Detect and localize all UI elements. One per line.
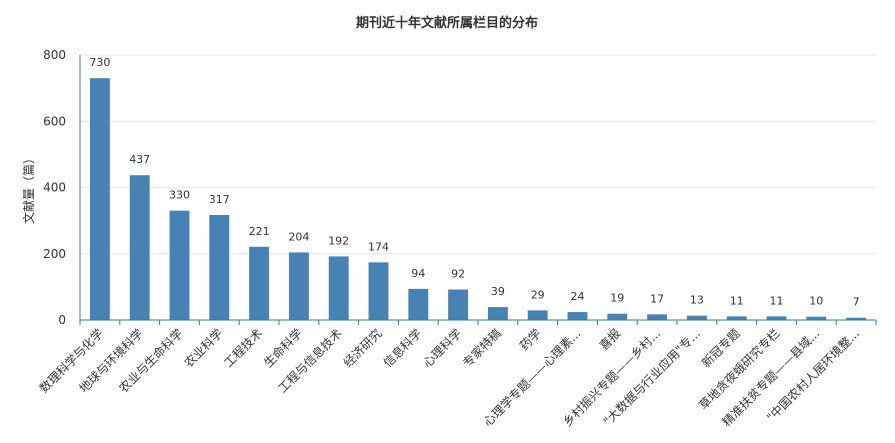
bar-value-label: 10 [809, 295, 823, 308]
bar-value-label: 92 [451, 268, 465, 281]
bar [368, 262, 389, 320]
bar-value-label: 24 [571, 290, 585, 303]
bar-value-label: 174 [368, 240, 389, 253]
bar-value-label: 17 [650, 292, 664, 305]
bar-value-label: 330 [169, 189, 190, 202]
x-tick-label: 心理科学 [420, 326, 465, 371]
bar [89, 78, 110, 320]
bar-value-label: 11 [730, 294, 744, 307]
bar-value-label: 221 [249, 225, 270, 238]
bar-value-label: 19 [610, 292, 624, 305]
bar-value-label: 11 [770, 294, 784, 307]
y-axis-ticks: 0 200 400 600 800 [43, 48, 66, 327]
bar [567, 312, 588, 320]
y-tick-label: 600 [43, 114, 66, 128]
bar-value-label: 730 [89, 56, 110, 69]
bar-value-label: 192 [328, 234, 349, 247]
x-axis-ticks: 数理科学与化学地球与环境科学农业与生命科学农业科学工程技术生命科学工程与信息技术… [36, 320, 877, 429]
bar-value-label: 39 [491, 285, 505, 298]
gridlines [80, 54, 876, 255]
bar [448, 289, 469, 320]
x-tick-label: 信息科学 [380, 326, 425, 371]
x-tick-label: 工程技术 [221, 326, 266, 371]
y-tick-label: 0 [58, 313, 66, 327]
y-axis-label: 文献量（篇） [21, 152, 36, 224]
y-tick-label: 200 [43, 247, 66, 261]
bar [328, 256, 349, 320]
bar [209, 214, 230, 320]
value-labels: 730 437 330 317 221 204 192 174 94 92 39 29 24 19 17 13… [89, 56, 859, 308]
x-tick-label: 药学 [516, 326, 544, 354]
y-tick-label: 800 [43, 48, 66, 62]
bar-value-label: 13 [690, 294, 704, 307]
bar [487, 307, 508, 320]
bar-value-label: 437 [129, 153, 150, 166]
bar [686, 315, 707, 320]
bar [408, 288, 429, 320]
bar-value-label: 7 [853, 296, 860, 309]
bar-value-label: 29 [531, 288, 545, 301]
bars [89, 78, 867, 320]
bar [129, 175, 150, 320]
bar [249, 246, 270, 320]
bar [766, 316, 787, 320]
bar-value-label: 317 [209, 193, 230, 206]
bar [806, 316, 827, 320]
bar [647, 314, 668, 320]
chart-title: 期刊近十年文献所属栏目的分布 [356, 15, 538, 31]
bar [288, 252, 309, 320]
bar [846, 317, 867, 320]
bar [169, 210, 190, 320]
bar-value-label: 204 [288, 230, 309, 243]
x-tick-label: 农业科学 [181, 326, 226, 371]
y-tick-label: 400 [43, 181, 66, 195]
bar [527, 310, 548, 320]
bar [726, 316, 747, 320]
x-tick-label: 喜报 [596, 326, 624, 354]
bar [607, 313, 628, 320]
x-tick-label: 专家特稿 [459, 326, 504, 371]
x-tick-label: 经济研究 [340, 326, 385, 371]
bar-value-label: 94 [411, 267, 425, 280]
